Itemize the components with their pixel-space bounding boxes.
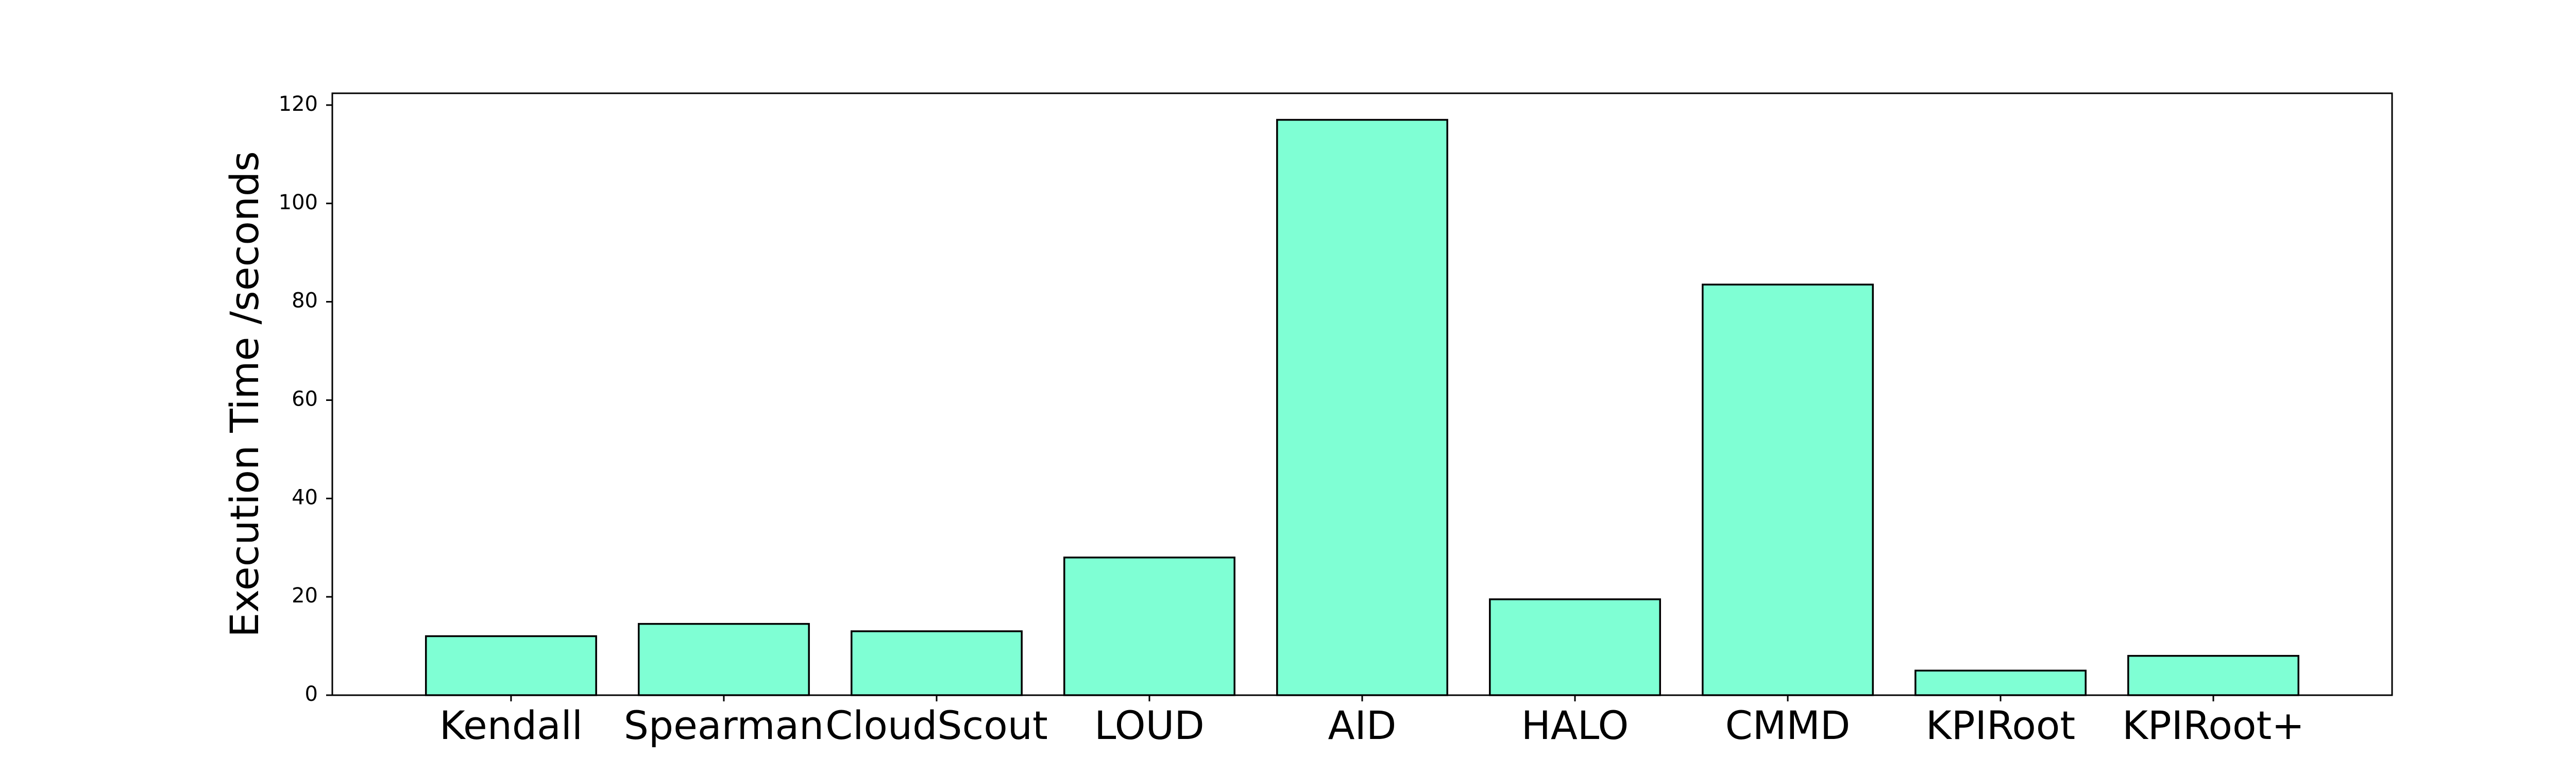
bar: [2127, 654, 2300, 696]
x-tick-label: KPIRoot: [1926, 702, 2075, 748]
plot-frame: [331, 92, 2393, 696]
x-tick-label: HALO: [1521, 702, 1629, 748]
bar: [851, 630, 1023, 696]
y-tick-label: 40: [292, 485, 318, 509]
bar: [1489, 598, 1661, 696]
y-tick-label: 100: [279, 191, 318, 214]
x-tick-label: AID: [1328, 702, 1397, 748]
bar: [425, 635, 597, 696]
bar: [1914, 669, 2087, 696]
bar: [1276, 119, 1448, 696]
x-tick-label: Kendall: [439, 702, 583, 748]
x-tick-label: LOUD: [1094, 702, 1205, 748]
x-tick-label: Spearman: [624, 702, 824, 748]
y-tick-label: 20: [292, 584, 318, 608]
y-tick-label: 120: [279, 92, 318, 116]
bar: [1702, 283, 1874, 696]
x-tick-label: CMMD: [1725, 702, 1851, 748]
x-tick-label: KPIRoot+: [2122, 702, 2304, 748]
y-tick-label: 80: [292, 289, 318, 313]
bar: [637, 623, 810, 696]
y-axis-label: Execution Time /seconds: [222, 151, 267, 637]
y-tick-label: 60: [292, 387, 318, 411]
x-tick-label: CloudScout: [825, 702, 1048, 748]
bar: [1063, 557, 1235, 696]
y-tick-label: 0: [305, 682, 318, 706]
